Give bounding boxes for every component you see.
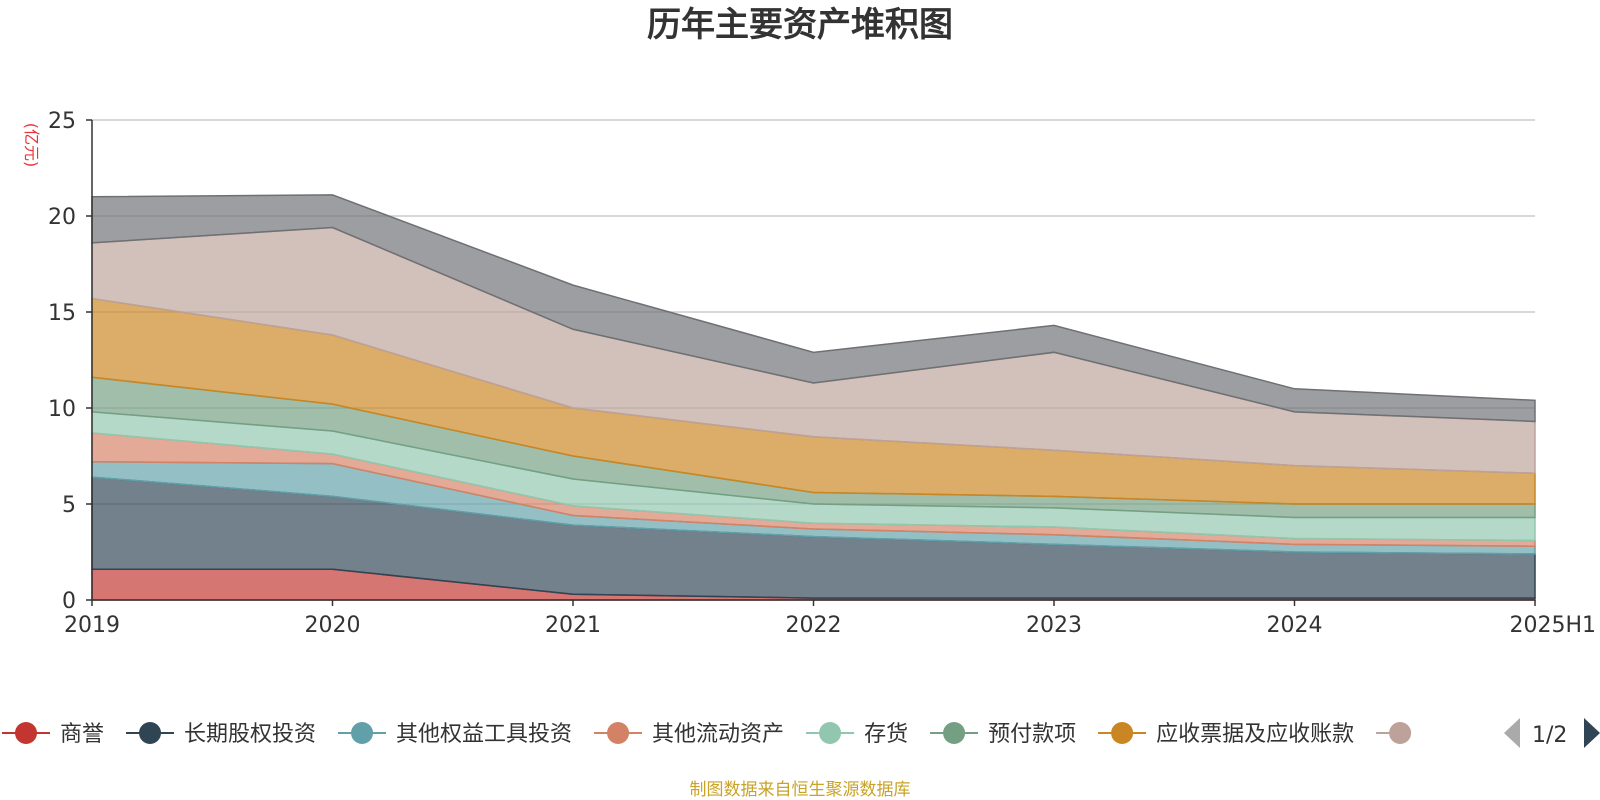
legend-label: 其他流动资产 [652,722,784,747]
area-series-group [91,194,1536,601]
y-axis-unit: (亿元) [22,123,41,168]
legend-item[interactable]: 预付款项 [930,722,1076,747]
legend-marker-icon [607,722,630,744]
legend-item[interactable]: 应收票据及应收账款 [1098,722,1354,747]
axes: 2019 2020 2021 2022 2023 2024 2025H1 [64,119,1596,638]
y-tick-label: 0 [62,589,76,614]
legend-marker-icon [1389,722,1412,744]
y-tick-label: 15 [48,301,76,326]
legend-item[interactable]: 其他权益工具投资 [338,722,572,747]
legend-marker-icon [139,722,162,744]
legend-label: 存货 [864,722,908,747]
legend-prev-arrow-icon[interactable] [1504,718,1520,748]
area-series-8 [91,194,1536,423]
legend-item-partial[interactable] [1376,722,1412,744]
legend-label: 应收票据及应收账款 [1156,722,1354,747]
x-tick-label: 2020 [305,613,361,638]
legend-marker-icon [943,722,966,744]
legend-marker-icon [351,722,374,744]
legend-label: 商誉 [60,722,104,747]
legend-marker-icon [819,722,842,744]
legend-pager[interactable]: 1/2 [1504,718,1600,748]
legend-item[interactable]: 长期股权投资 [126,722,316,747]
legend-marker-icon [15,722,37,744]
y-tick-label: 20 [48,205,76,230]
x-tick-label: 2024 [1267,613,1323,638]
x-tick-label: 2022 [786,613,842,638]
x-tick-label: 2023 [1026,613,1082,638]
legend-marker-icon [1111,722,1134,744]
x-tick-label: 2025H1 [1509,613,1596,638]
data-source-footer: 制图数据来自恒生聚源数据库 [690,780,911,800]
chart-title: 历年主要资产堆积图 [647,5,953,45]
y-tick-label: 5 [62,493,76,518]
legend-label: 长期股权投资 [184,722,316,747]
legend-page-indicator: 1/2 [1532,723,1567,748]
legend-item[interactable]: 商誉 [2,722,104,747]
y-tick-label: 10 [48,397,76,422]
y-tick-label: 25 [48,109,76,134]
legend-label: 其他权益工具投资 [396,722,572,747]
legend-item[interactable]: 其他流动资产 [594,722,784,747]
legend-item[interactable]: 存货 [806,722,908,747]
x-tick-label: 2021 [545,613,601,638]
legend-next-arrow-icon[interactable] [1584,718,1600,748]
x-tick-label: 2019 [64,613,120,638]
legend[interactable]: 商誉 长期股权投资 其他权益工具投资 其他流动资产 存货 预付款项 应收票据及应收账款 [2,722,1412,747]
legend-label: 预付款项 [988,722,1076,747]
